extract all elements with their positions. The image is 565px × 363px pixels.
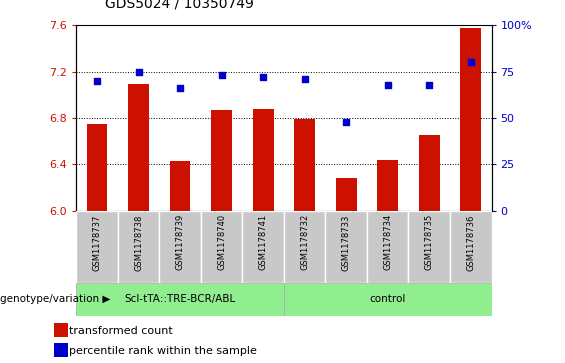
Point bbox=[466, 60, 475, 65]
Point bbox=[383, 82, 392, 87]
Text: GSM1178740: GSM1178740 bbox=[217, 214, 226, 270]
Point bbox=[134, 69, 143, 75]
Bar bbox=[54, 343, 68, 357]
Point bbox=[300, 76, 309, 82]
Bar bbox=[253, 109, 273, 211]
Text: GSM1178733: GSM1178733 bbox=[342, 214, 351, 270]
Text: GSM1178737: GSM1178737 bbox=[93, 214, 102, 270]
Text: GSM1178734: GSM1178734 bbox=[383, 214, 392, 270]
Point bbox=[342, 119, 351, 125]
Bar bbox=[284, 211, 325, 283]
Bar bbox=[450, 211, 492, 283]
Bar bbox=[294, 119, 315, 211]
Text: GSM1178738: GSM1178738 bbox=[134, 214, 143, 270]
Text: GDS5024 / 10350749: GDS5024 / 10350749 bbox=[105, 0, 253, 11]
Text: percentile rank within the sample: percentile rank within the sample bbox=[69, 346, 257, 356]
Bar bbox=[211, 110, 232, 211]
Bar bbox=[284, 283, 492, 316]
Text: transformed count: transformed count bbox=[69, 326, 173, 336]
Point bbox=[259, 74, 268, 80]
Text: GSM1178732: GSM1178732 bbox=[300, 214, 309, 270]
Text: GSM1178736: GSM1178736 bbox=[466, 214, 475, 270]
Bar bbox=[86, 124, 107, 211]
Point bbox=[425, 82, 434, 87]
Bar bbox=[54, 323, 68, 338]
Bar bbox=[242, 211, 284, 283]
Bar bbox=[325, 211, 367, 283]
Point bbox=[93, 78, 102, 84]
Bar bbox=[76, 283, 284, 316]
Bar bbox=[377, 160, 398, 211]
Text: genotype/variation ▶: genotype/variation ▶ bbox=[0, 294, 110, 305]
Bar bbox=[408, 211, 450, 283]
Bar bbox=[76, 211, 118, 283]
Bar bbox=[201, 211, 242, 283]
Text: GSM1178739: GSM1178739 bbox=[176, 214, 185, 270]
Point bbox=[176, 85, 185, 91]
Text: Scl-tTA::TRE-BCR/ABL: Scl-tTA::TRE-BCR/ABL bbox=[124, 294, 236, 305]
Text: GSM1178741: GSM1178741 bbox=[259, 214, 268, 270]
Bar bbox=[170, 161, 190, 211]
Bar bbox=[128, 85, 149, 211]
Bar bbox=[118, 211, 159, 283]
Bar bbox=[419, 135, 440, 211]
Text: GSM1178735: GSM1178735 bbox=[425, 214, 434, 270]
Bar bbox=[367, 211, 408, 283]
Bar bbox=[159, 211, 201, 283]
Text: control: control bbox=[370, 294, 406, 305]
Bar bbox=[336, 178, 357, 211]
Bar bbox=[460, 28, 481, 211]
Point bbox=[217, 73, 226, 78]
